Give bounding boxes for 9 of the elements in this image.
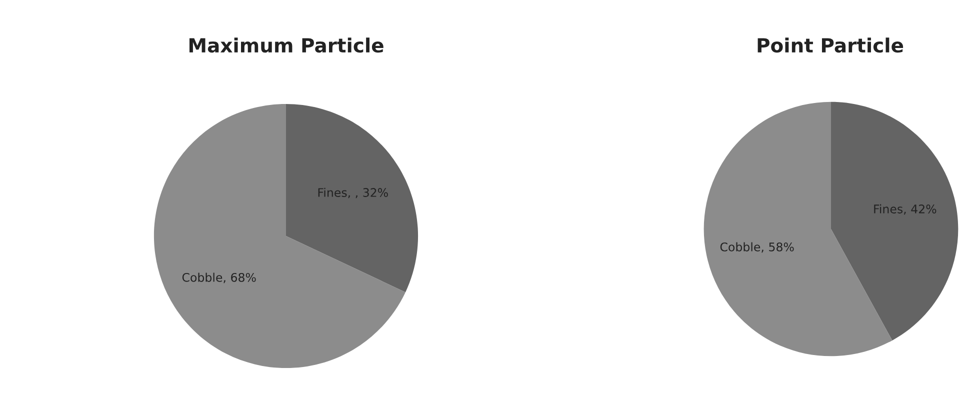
- slice-label: Fines, , 32%: [318, 188, 388, 198]
- slice-label: Cobble, 58%: [720, 242, 794, 253]
- slice-label: Cobble, 68%: [182, 272, 256, 284]
- slice-label: Fines, 42%: [874, 204, 936, 215]
- pie-slice: [831, 102, 958, 340]
- chart-title: Point Particle: [758, 38, 904, 53]
- pie-slice: [286, 104, 418, 292]
- chart-title: Maximum Particle: [189, 38, 384, 53]
- pie-slice: [154, 104, 406, 368]
